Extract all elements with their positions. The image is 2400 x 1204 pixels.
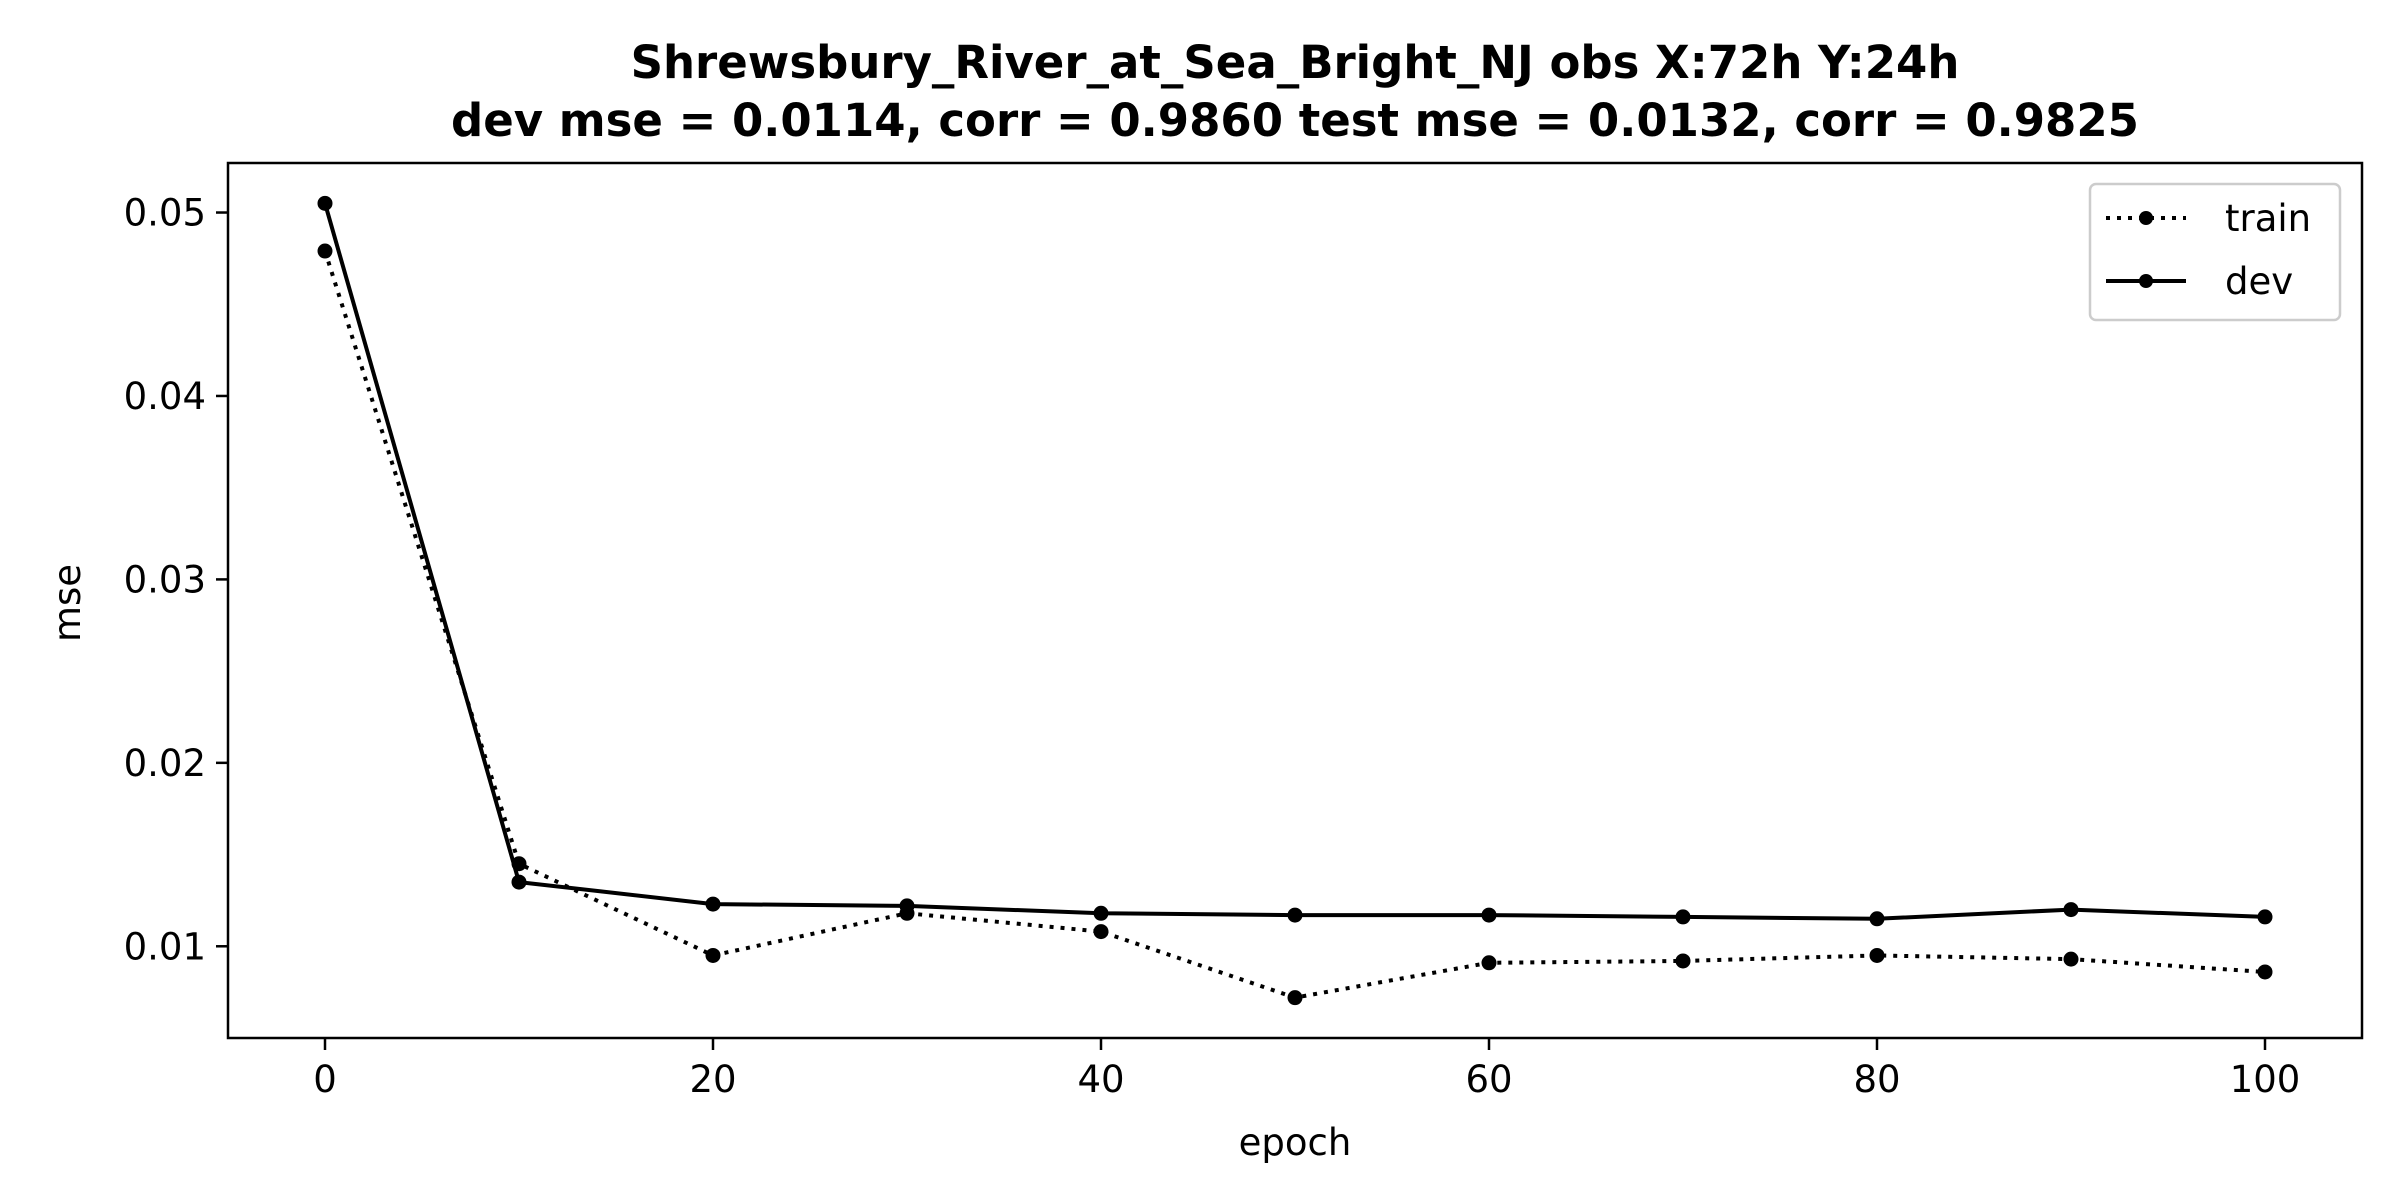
data-point-dev [1869,911,1885,927]
data-point-train [317,243,333,259]
legend-dev-label: dev [2225,260,2293,303]
y-tick-label: 0.01 [124,925,206,968]
x-tick-label: 60 [1465,1058,1512,1101]
x-tick-label: 80 [1853,1058,1900,1101]
data-point-train [1869,947,1885,963]
y-tick-label: 0.04 [124,375,206,418]
y-tick-label: 0.05 [124,192,206,235]
series-layer [317,195,2273,1006]
x-tick-label: 40 [1077,1058,1124,1101]
legend-dev-marker [2139,274,2153,288]
data-point-dev [2063,902,2079,918]
data-point-train [705,947,721,963]
y-axis-ticks: 0.01 0.02 0.03 0.04 0.05 [124,192,228,968]
series-line-train [323,250,2266,1000]
data-point-train [2257,964,2273,980]
data-point-dev [1287,907,1303,923]
series-line-dev [323,202,2266,921]
data-point-dev [511,874,527,890]
y-tick-label: 0.03 [124,558,206,601]
data-point-train [2063,951,2079,967]
x-tick-label: 20 [689,1058,736,1101]
data-point-dev [705,896,721,912]
data-point-train [1675,953,1691,969]
data-point-train [1287,990,1303,1006]
data-point-dev [317,195,333,211]
x-axis-ticks: 0 20 40 60 80 100 [313,1038,2300,1101]
legend-train-marker [2139,211,2153,225]
data-point-dev [1093,905,1109,921]
x-tick-label: 100 [2230,1058,2301,1101]
plot-area-frame [226,161,2364,1040]
chart-subtitle: dev mse = 0.0114, corr = 0.9860 test mse… [451,94,2139,147]
data-point-dev [1675,909,1691,925]
y-axis-label: mse [46,564,89,642]
y-tick-label: 0.02 [124,742,206,785]
legend-train-label: train [2225,197,2311,240]
data-point-train [1093,924,1109,940]
data-point-train [1481,955,1497,971]
legend: train dev [2088,182,2342,322]
chart-title: Shrewsbury_River_at_Sea_Bright_NJ obs X:… [631,36,1960,89]
data-point-dev [1481,907,1497,923]
data-point-dev [2257,909,2273,925]
data-point-dev [899,898,915,914]
x-axis-label: epoch [1239,1121,1352,1164]
x-tick-label: 0 [313,1058,337,1101]
